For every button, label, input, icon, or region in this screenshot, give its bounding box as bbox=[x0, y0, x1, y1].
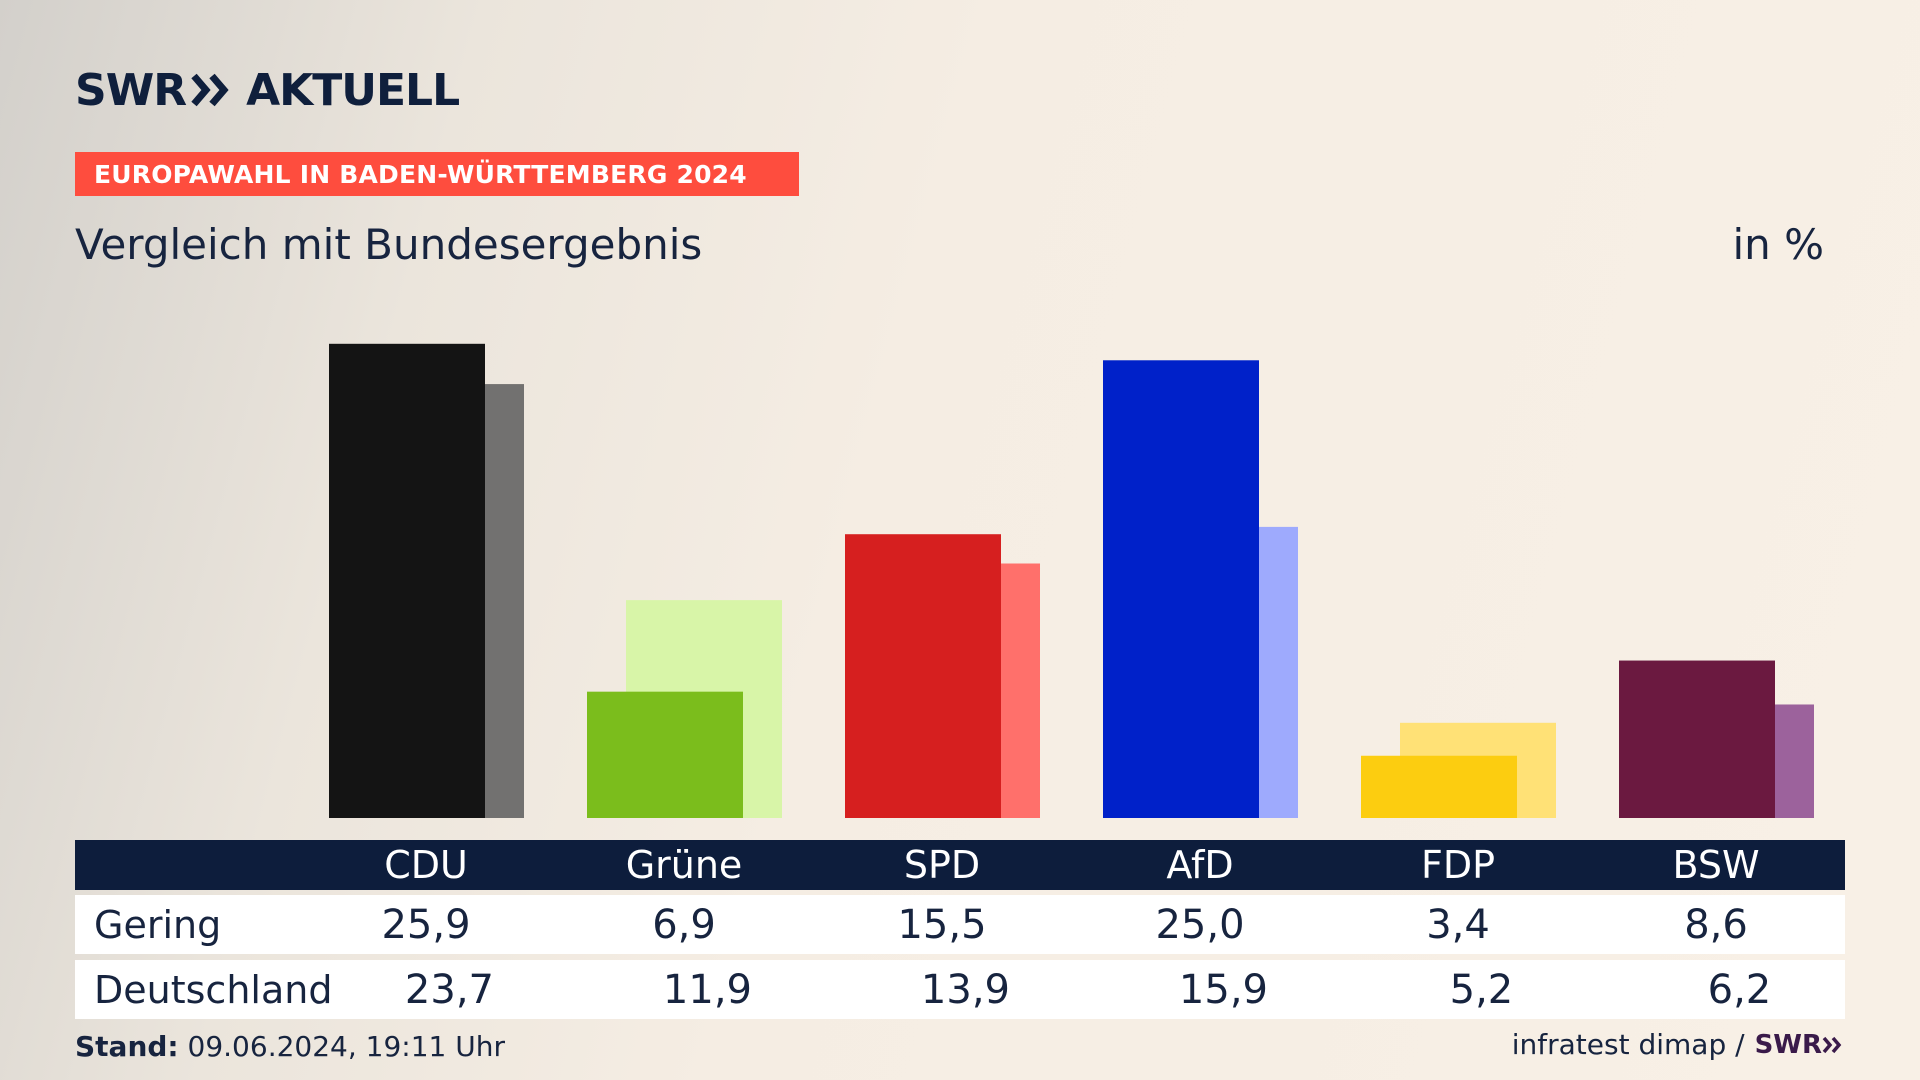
bar-deutschland-5 bbox=[1658, 704, 1814, 818]
column-header: FDP bbox=[1420, 843, 1496, 887]
bar-gering-4 bbox=[1361, 755, 1517, 818]
table-cell: 5,2 bbox=[1449, 966, 1514, 1013]
table-header: CDU Grüne SPD AfD FDP BSW bbox=[75, 840, 1845, 890]
table-cell: 15,5 bbox=[897, 901, 987, 948]
bar-gering-1 bbox=[587, 691, 743, 818]
table-cell: 25,9 bbox=[381, 901, 471, 948]
column-header: CDU bbox=[384, 843, 468, 887]
row-label: Gering bbox=[94, 902, 222, 947]
bar-deutschland-0 bbox=[368, 384, 524, 818]
table-cell: 11,9 bbox=[662, 966, 752, 1013]
table-cell: 23,7 bbox=[404, 966, 494, 1013]
table-cell: 8,6 bbox=[1684, 901, 1748, 948]
swr-small-text: SWR bbox=[1754, 1029, 1822, 1060]
table-cell: 13,9 bbox=[920, 966, 1010, 1013]
column-header: Grüne bbox=[625, 843, 743, 887]
header-spacer bbox=[75, 840, 309, 890]
unit-label: in % bbox=[1732, 220, 1824, 269]
table-cell: 3,4 bbox=[1426, 901, 1490, 948]
double-chevron-icon bbox=[191, 73, 229, 107]
row-label: Deutschland bbox=[94, 967, 333, 1012]
source-text: infratest dimap / bbox=[1511, 1028, 1745, 1061]
banner-text: EUROPAWAHL IN BADEN-WÜRTTEMBERG 2024 bbox=[94, 160, 747, 189]
column-header: AfD bbox=[1166, 843, 1234, 887]
bar-gering-2 bbox=[845, 534, 1001, 818]
chart-subtitle: Vergleich mit Bundesergebnis bbox=[75, 220, 703, 269]
bar-deutschland-1 bbox=[626, 600, 782, 818]
column-header: SPD bbox=[903, 843, 981, 887]
table-cell: 15,9 bbox=[1178, 966, 1268, 1013]
table-cell: 6,2 bbox=[1707, 966, 1772, 1013]
swr-small-logo: SWR bbox=[1755, 1030, 1844, 1060]
bar-deutschland-4 bbox=[1400, 722, 1556, 818]
results-table: CDU Grüne SPD AfD FDP BSW Gering 25,9 6,9 15,5 2… bbox=[75, 840, 1845, 1019]
bar-gering-0 bbox=[329, 343, 485, 818]
column-header: BSW bbox=[1672, 843, 1760, 887]
table-row-deutschland: Deutschland 23,7 11,9 13,9 15,9 5,2 6,2 bbox=[75, 960, 1845, 1019]
stand-value: 09.06.2024, 19:11 Uhr bbox=[187, 1030, 505, 1063]
source-credit: infratest dimap / SWR bbox=[1512, 1028, 1844, 1061]
table-row-gering: Gering 25,9 6,9 15,5 25,0 3,4 8,6 bbox=[75, 895, 1845, 954]
table-cell: 25,0 bbox=[1155, 901, 1245, 948]
bar-deutschland-3 bbox=[1142, 526, 1298, 818]
timestamp: Stand: 09.06.2024, 19:11 Uhr bbox=[75, 1030, 505, 1063]
brand-aktuell: AKTUELL bbox=[246, 64, 460, 116]
bar-deutschland-2 bbox=[884, 563, 1040, 818]
table-cell: 6,9 bbox=[652, 901, 716, 948]
bar-gering-3 bbox=[1103, 360, 1259, 818]
topic-banner: EUROPAWAHL IN BADEN-WÜRTTEMBERG 2024 bbox=[75, 152, 799, 196]
swr-aktuell-logo: SWR AKTUELL bbox=[75, 64, 460, 116]
bar-gering-5 bbox=[1619, 660, 1775, 818]
double-chevron-icon bbox=[1822, 1036, 1842, 1053]
stand-label: Stand: bbox=[75, 1030, 179, 1063]
brand-swr: SWR bbox=[75, 64, 187, 116]
